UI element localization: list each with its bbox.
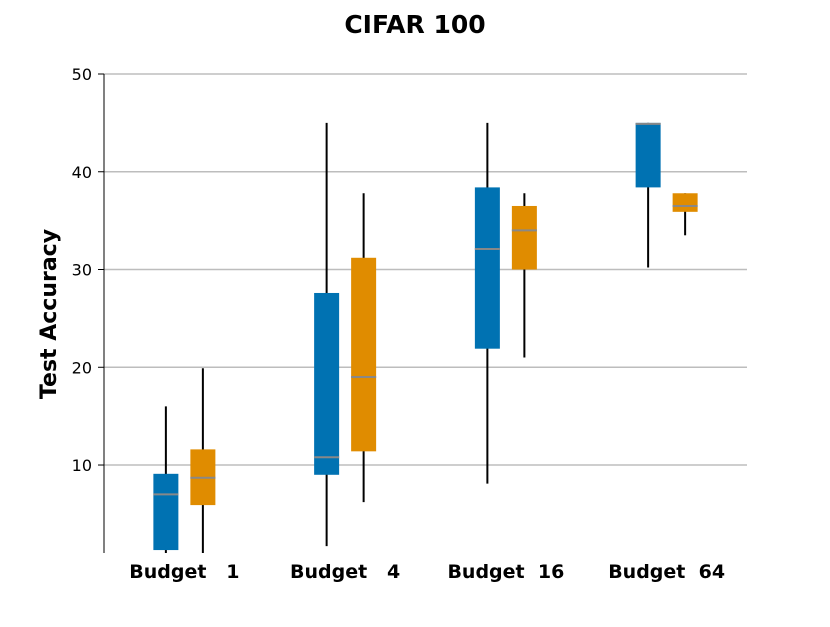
y-tick-label-30: 30	[72, 261, 92, 280]
x-tick-label-1: Budget 4	[290, 561, 400, 583]
x-tick-label-0: Budget 1	[129, 561, 239, 583]
x-axis-ticks: Budget 1 Budget 4 Budget 16 Budget 64	[129, 561, 725, 583]
y-tick-label-20: 20	[72, 358, 92, 377]
y-tick-label-10: 10	[72, 456, 92, 475]
box-0-3	[635, 122, 661, 188]
y-axis-label: Test Accuracy	[37, 229, 62, 399]
boxes	[153, 122, 698, 553]
box-0-1	[314, 292, 340, 475]
y-tick-label-40: 40	[72, 163, 92, 182]
y-tick-label-50: 50	[72, 65, 92, 84]
box-1-3	[672, 193, 698, 212]
box-1-1	[351, 257, 377, 452]
box-1-2	[511, 205, 537, 270]
box-0-0	[153, 473, 179, 551]
chart-title: CIFAR 100	[344, 10, 485, 39]
x-tick-label-2: Budget 16	[447, 561, 564, 583]
y-axis: 10 20 30 40 50	[72, 65, 105, 553]
x-tick-label-3: Budget 64	[608, 561, 725, 583]
box-0-2	[474, 187, 500, 349]
